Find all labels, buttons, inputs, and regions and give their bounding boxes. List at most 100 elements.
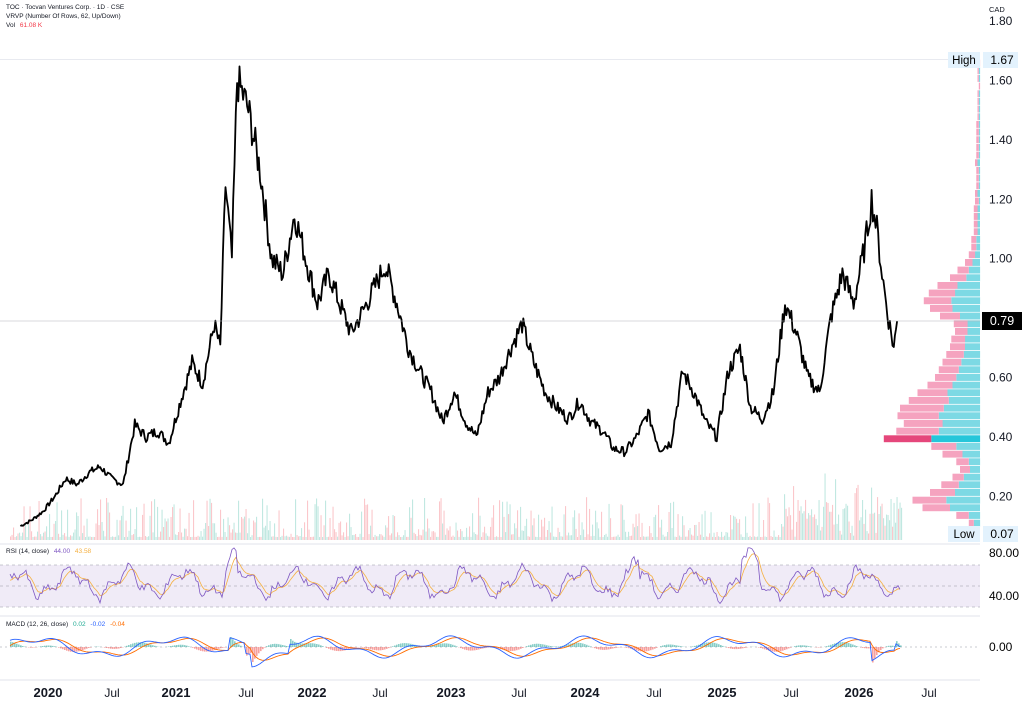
volume-bar [671,528,673,540]
volume-bar [632,523,634,540]
volume-bar [821,526,823,540]
macd-histogram-bar [776,647,778,652]
macd-histogram-bar [340,647,342,652]
macd-histogram-bar [202,647,204,652]
macd-histogram-bar [828,645,830,647]
volume-bar [871,487,873,540]
volume-profile-down-bar [977,98,979,105]
volume-profile-down-bar [973,228,978,236]
macd-histogram-bar [380,647,382,651]
volume-bar [178,532,180,540]
volume-bar [229,525,231,540]
symbol-title[interactable]: TOC · Tocvan Ventures Corp. · 1D · CSE [6,4,125,11]
volume-bar [812,517,814,540]
volume-bar [94,537,96,540]
volume-bar [503,516,505,540]
volume-bar [472,513,474,540]
volume-bar [559,532,561,540]
volume-bar [484,526,486,540]
macd-histogram-bar [230,637,232,647]
volume-bar [106,498,108,540]
macd-histogram-bar [782,647,784,651]
volume-bar [880,506,882,540]
volume-bar [658,505,660,540]
volume-bar [278,510,280,540]
volume-bar [65,536,67,540]
volume-profile-down-bar [941,481,959,489]
rsi-legend[interactable]: RSI (14, close) 44.00 43.58 [6,547,94,556]
time-axis-label: Jul [783,686,798,700]
volume-bar [289,536,291,540]
volume-bar [70,535,72,540]
vrvp-label[interactable]: VRVP (Number Of Rows, 62, Up/Down) [6,13,121,20]
macd-histogram-bar [270,644,272,647]
macd-histogram-bar [700,644,702,647]
rsi-line[interactable] [9,547,901,605]
macd-histogram-bar [880,647,882,651]
volume-bar [226,536,228,540]
volume-bar [793,486,795,540]
price-tick-label: 1.20 [989,192,1013,206]
volume-bar [626,536,628,540]
volume-bar [431,531,433,540]
volume-profile-up-bar [968,458,981,466]
volume-bar [575,528,577,540]
volume-bar [787,516,789,540]
price-line[interactable] [19,65,898,527]
volume-profile-up-bar [952,381,980,389]
macd-histogram-bar [516,647,518,651]
macd-histogram-bar [480,647,482,649]
macd-line[interactable] [9,635,901,668]
volume-bar [179,508,181,540]
macd-histogram-bar [346,647,348,650]
macd-histogram-bar [76,647,78,652]
volume-bar [713,532,715,540]
macd-histogram-bar [430,646,432,647]
macd-histogram-bar [722,645,724,647]
macd-histogram-bar [88,647,90,648]
volume-bar [422,529,424,540]
volume-profile-up-bar [978,90,981,98]
volume-profile-down-bar [977,90,979,98]
volume-bar [800,506,802,540]
macd-histogram-bar [532,644,534,647]
volume-bar [710,512,712,540]
volume-bar [430,536,432,540]
macd-legend[interactable]: MACD (12, 26, close) 0.02 -0.02 -0.04 [6,620,128,629]
macd-histogram-bar [154,645,156,647]
volume-bar [112,536,114,540]
volume-profile-down-bar [923,297,952,305]
macd-histogram-bar [578,642,580,647]
volume-bar [127,536,129,540]
time-axis-label: 2026 [845,685,874,700]
volume-bar [586,497,588,540]
macd-histogram-bar [192,647,194,648]
volume-bar [547,530,549,540]
macd-histogram-bar [378,647,380,651]
volume-bar [886,514,888,540]
macd-histogram-bar [644,647,646,652]
volume-profile-up-bar [952,305,980,312]
volume-bar [239,532,241,540]
volume-bar [650,533,652,540]
macd-histogram-bar [886,646,888,647]
volume-bar [502,501,504,540]
volume-bar [236,532,238,540]
volume-bar [706,536,708,540]
rsi-tick-40: 40.00 [989,589,1019,603]
volume-profile-up-bar [973,519,981,527]
volume-bar [184,528,186,540]
volume-legend[interactable]: Vol 61.08 K [6,21,124,30]
volume-bar [451,536,453,540]
volume-bar [584,537,586,540]
macd-histogram-bar [784,647,786,650]
volume-bar [32,537,34,540]
macd-histogram-bar [676,645,678,647]
volume-bar [151,501,153,540]
volume-profile-up-bar [963,473,981,481]
macd-histogram-bar [144,642,146,647]
macd-histogram-bar [882,647,884,649]
volume-bar [406,536,408,540]
macd-histogram-bar [716,643,718,647]
